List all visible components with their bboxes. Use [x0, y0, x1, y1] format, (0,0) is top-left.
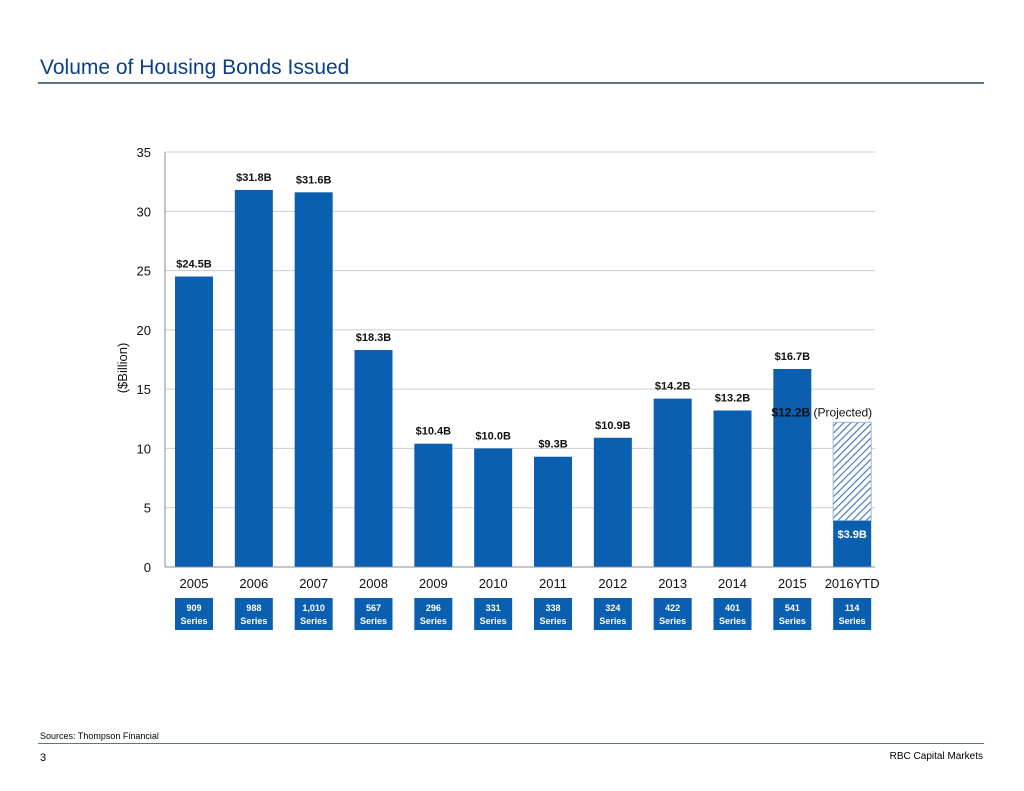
- series-count-value: 338: [545, 603, 560, 613]
- x-tick-label: 2014: [718, 576, 747, 591]
- x-tick-label: 2011: [539, 576, 567, 591]
- x-tick-label: 2010: [479, 576, 508, 591]
- series-count-box: [593, 598, 632, 630]
- series-count-value: 1,010: [302, 603, 325, 613]
- series-count-box: [294, 598, 333, 630]
- y-axis-title: ($Billion): [115, 343, 130, 394]
- bar-value-label: $14.2B: [655, 381, 691, 393]
- series-count-box: [534, 598, 572, 630]
- y-tick-label: 15: [137, 382, 151, 397]
- series-count-value: 541: [785, 603, 800, 613]
- bar-value-label: $9.3B: [538, 439, 567, 451]
- page-number: 3: [40, 752, 47, 764]
- series-count-word: Series: [360, 616, 387, 626]
- y-tick-label: 10: [137, 441, 151, 456]
- series-count-box: [474, 598, 513, 630]
- bar: [773, 368, 812, 567]
- x-tick-label: 2008: [359, 576, 388, 591]
- series-count-word: Series: [240, 616, 267, 626]
- y-tick-label: 0: [144, 560, 151, 575]
- series-count-value: 296: [426, 603, 441, 613]
- series-count-word: Series: [420, 616, 447, 626]
- series-count-value: 988: [246, 603, 261, 613]
- x-tick-label: 2007: [299, 576, 328, 591]
- series-count-box: [175, 598, 213, 630]
- bar-value-label: $31.8B: [236, 172, 272, 184]
- bar-value-label: $24.5B: [176, 259, 212, 271]
- bar: [713, 410, 752, 567]
- series-count-box: [354, 598, 393, 630]
- bar: [653, 398, 692, 567]
- bar: [833, 520, 872, 567]
- series-count-value: 324: [605, 603, 620, 613]
- series-count-value: 331: [486, 603, 501, 613]
- series-count-value: 909: [186, 603, 201, 613]
- source-note: Sources: Thompson Financial: [40, 731, 159, 741]
- bar: [534, 456, 572, 567]
- bar-projected-hatched: [832, 421, 872, 522]
- x-tick-label: 2013: [658, 576, 687, 591]
- brand-name: RBC Capital Markets: [889, 751, 983, 762]
- bar: [234, 189, 273, 567]
- series-count-word: Series: [659, 616, 686, 626]
- bar-value-label: $3.9B: [837, 529, 866, 541]
- series-count-value: 422: [665, 603, 680, 613]
- page-title: Volume of Housing Bonds Issued: [40, 56, 350, 79]
- series-count-value: 114: [845, 603, 860, 613]
- bar: [593, 437, 632, 567]
- bar-value-label: $10.9B: [595, 420, 631, 432]
- x-tick-label: 2005: [180, 576, 209, 591]
- x-tick-label: 2012: [598, 576, 627, 591]
- bar: [414, 443, 453, 567]
- series-count-box: [713, 598, 752, 630]
- series-count-box: [414, 598, 453, 630]
- x-tick-label: 2016YTD: [825, 576, 880, 591]
- series-count-box: [234, 598, 273, 630]
- series-count-word: Series: [480, 616, 507, 626]
- series-count-word: Series: [539, 616, 566, 626]
- series-count-word: Series: [839, 616, 866, 626]
- y-tick-label: 25: [137, 264, 151, 279]
- title-divider: [38, 82, 984, 84]
- bar-value-label: $10.4B: [416, 426, 452, 438]
- projected-value-label: $12.2B (Projected): [771, 405, 872, 419]
- bar: [175, 276, 213, 567]
- bar: [294, 192, 333, 568]
- bar-value-label: $31.6B: [296, 174, 332, 186]
- series-count-value: 567: [366, 603, 381, 613]
- series-count-word: Series: [719, 616, 746, 626]
- series-count-word: Series: [599, 616, 626, 626]
- x-tick-label: 2006: [239, 576, 268, 591]
- bar-chart: $24.5B $31.8B $31.6B $18.3B $10.4B $10.0B $9.3…: [115, 145, 880, 630]
- bar: [354, 350, 393, 567]
- y-tick-label: 20: [137, 323, 151, 338]
- footer-divider: [38, 743, 984, 744]
- series-count-word: Series: [180, 616, 207, 626]
- series-count-box: [833, 598, 872, 630]
- series-count-word: Series: [779, 616, 806, 626]
- bar-value-label: $10.0B: [475, 430, 511, 442]
- bar-value-label: $13.2B: [715, 392, 751, 404]
- y-tick-label: 5: [144, 501, 151, 516]
- bar-value-label: $16.7B: [775, 351, 811, 363]
- series-count-box: [653, 598, 692, 630]
- y-tick-label: 30: [137, 204, 151, 219]
- series-count-word: Series: [300, 616, 327, 626]
- bar: [474, 448, 513, 567]
- x-tick-label: 2009: [419, 576, 448, 591]
- series-count-box: [773, 598, 812, 630]
- bar-value-label: $18.3B: [356, 332, 392, 344]
- y-tick-label: 35: [137, 145, 151, 160]
- x-tick-label: 2015: [778, 576, 807, 591]
- series-count-value: 401: [725, 603, 740, 613]
